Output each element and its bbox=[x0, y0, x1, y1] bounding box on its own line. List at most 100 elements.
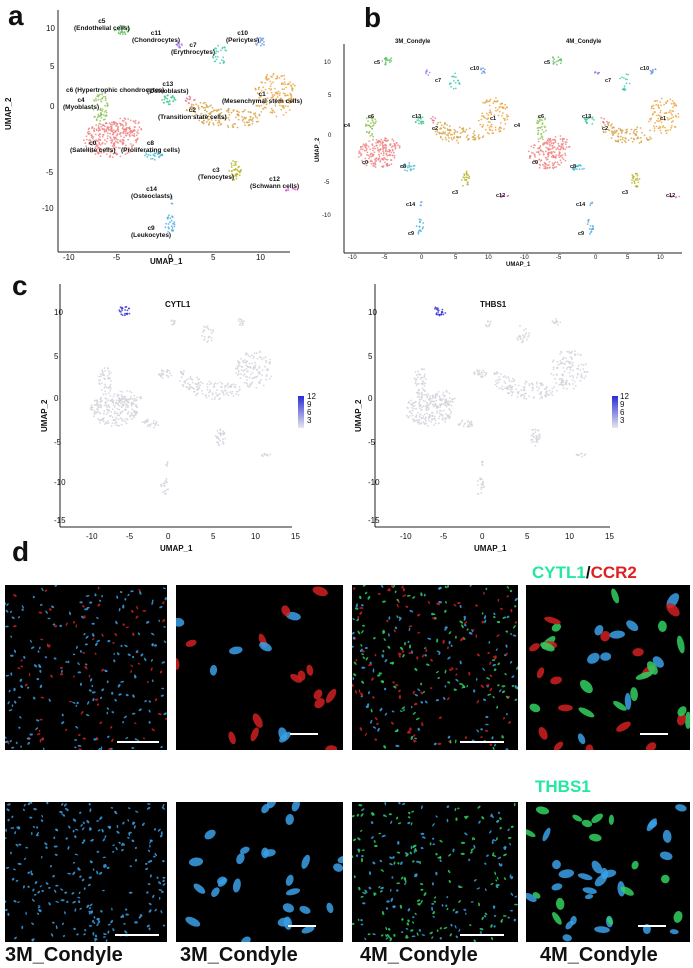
cell-nucleus bbox=[661, 874, 670, 884]
umap-point-c0 bbox=[124, 153, 127, 156]
cell-nucleus bbox=[666, 603, 680, 617]
umap-point-c0 bbox=[121, 401, 124, 403]
umap-point-c1 bbox=[282, 114, 285, 116]
cell-nucleus bbox=[144, 657, 147, 662]
umap-point-c9 bbox=[168, 214, 170, 217]
umap-point-c0 bbox=[410, 399, 412, 402]
cell-nucleus bbox=[145, 862, 148, 865]
umap-point-c0 bbox=[124, 150, 127, 152]
umap-point-c1 bbox=[270, 375, 273, 378]
umap-point-c6 bbox=[589, 116, 592, 119]
umap-point-c4 bbox=[371, 119, 374, 122]
cell-nucleus bbox=[281, 605, 291, 617]
umap-point-c1 bbox=[480, 118, 483, 121]
umap-point-c0 bbox=[424, 400, 426, 403]
cell-nucleus bbox=[495, 879, 498, 882]
umap-point-c2 bbox=[434, 130, 437, 133]
ytick-c: 5 bbox=[54, 352, 59, 361]
umap-point-c2 bbox=[447, 134, 450, 137]
cell-nucleus bbox=[481, 916, 484, 921]
umap-point-c1 bbox=[271, 76, 273, 78]
umap-point-c1 bbox=[669, 129, 672, 131]
umap-point-c13 bbox=[602, 121, 605, 124]
umap-point-c0 bbox=[90, 134, 93, 137]
umap-point-c0 bbox=[116, 414, 119, 417]
umap-point-c0 bbox=[133, 416, 136, 419]
umap-point-c6 bbox=[591, 123, 594, 125]
umap-point-c2 bbox=[515, 388, 518, 391]
cell-nucleus bbox=[510, 909, 513, 912]
cell-nucleus bbox=[36, 912, 40, 915]
umap-point-c0 bbox=[95, 124, 98, 126]
umap-point-c1 bbox=[562, 374, 564, 377]
cell-nucleus bbox=[579, 679, 593, 694]
umap-point-c10 bbox=[262, 37, 265, 40]
umap-point-c0 bbox=[551, 145, 554, 147]
cell-nucleus bbox=[41, 814, 44, 818]
cell-nucleus bbox=[450, 644, 453, 647]
umap-point-c2 bbox=[218, 121, 221, 124]
cell-nucleus bbox=[499, 826, 502, 830]
cell-nucleus bbox=[510, 876, 514, 880]
umap-point-c13 bbox=[432, 121, 435, 124]
cell-nucleus bbox=[352, 636, 356, 640]
umap-point-c1 bbox=[281, 83, 283, 85]
umap-point-c0 bbox=[374, 147, 376, 150]
umap-point-c0 bbox=[447, 414, 450, 417]
umap-point-c1 bbox=[677, 112, 680, 115]
cell-nucleus bbox=[552, 860, 561, 870]
cell-nucleus bbox=[514, 698, 518, 701]
cluster-label-b-c1-3m: c1 bbox=[490, 116, 497, 122]
umap-point-c3 bbox=[233, 178, 236, 181]
umap-point-c1 bbox=[266, 78, 268, 81]
cell-nucleus bbox=[405, 928, 409, 930]
umap-point-c0 bbox=[440, 410, 443, 412]
umap-point-c1 bbox=[264, 365, 266, 368]
umap-point-c0 bbox=[382, 150, 385, 153]
cell-nucleus bbox=[112, 641, 115, 644]
umap-point-c0 bbox=[99, 139, 102, 142]
umap-point-c0 bbox=[443, 395, 445, 398]
umap-point-c9 bbox=[163, 481, 166, 483]
cell-nucleus bbox=[149, 874, 152, 878]
umap-point-c3 bbox=[235, 177, 238, 180]
umap-point-c0 bbox=[114, 131, 116, 133]
umap-point-c0 bbox=[133, 394, 136, 397]
umap-point-c6 bbox=[162, 102, 165, 104]
umap-point-c9 bbox=[417, 231, 420, 234]
umap-point-c4 bbox=[101, 93, 103, 96]
cell-nucleus bbox=[478, 902, 480, 907]
cell-nucleus bbox=[465, 912, 467, 915]
cell-nucleus bbox=[389, 856, 393, 859]
umap-point-c9 bbox=[162, 482, 165, 485]
umap-point-c0 bbox=[448, 401, 451, 403]
umap-point-c2 bbox=[218, 120, 221, 122]
umap-point-c1 bbox=[494, 106, 497, 109]
cell-nucleus bbox=[385, 907, 389, 910]
cell-nucleus bbox=[392, 856, 395, 859]
umap-point-c0 bbox=[88, 130, 90, 133]
umap-point-c0 bbox=[93, 403, 96, 406]
cell-nucleus bbox=[475, 678, 478, 681]
umap-point-c4 bbox=[96, 95, 99, 98]
umap-point-c2 bbox=[217, 124, 220, 127]
umap-point-c2 bbox=[250, 111, 252, 114]
umap-point-c2 bbox=[232, 383, 235, 386]
umap-point-c4 bbox=[100, 100, 103, 103]
cell-nucleus bbox=[463, 615, 467, 619]
cell-nucleus bbox=[124, 908, 128, 911]
umap-point-c0 bbox=[411, 403, 414, 406]
umap-point-c0 bbox=[426, 395, 429, 398]
umap-point-c0 bbox=[116, 141, 119, 144]
umap-point-c7 bbox=[210, 339, 213, 342]
cell-nucleus bbox=[8, 689, 11, 693]
xtick-a-0: -10 bbox=[63, 253, 75, 262]
umap-point-c0 bbox=[101, 135, 104, 138]
umap-point-c2 bbox=[448, 137, 450, 139]
umap-point-c7 bbox=[455, 76, 457, 79]
umap-point-c0 bbox=[116, 152, 118, 155]
umap-point-c1 bbox=[248, 376, 251, 379]
umap-point-c2 bbox=[202, 107, 205, 109]
umap-point-c0 bbox=[118, 401, 120, 403]
cell-nucleus bbox=[26, 686, 30, 689]
